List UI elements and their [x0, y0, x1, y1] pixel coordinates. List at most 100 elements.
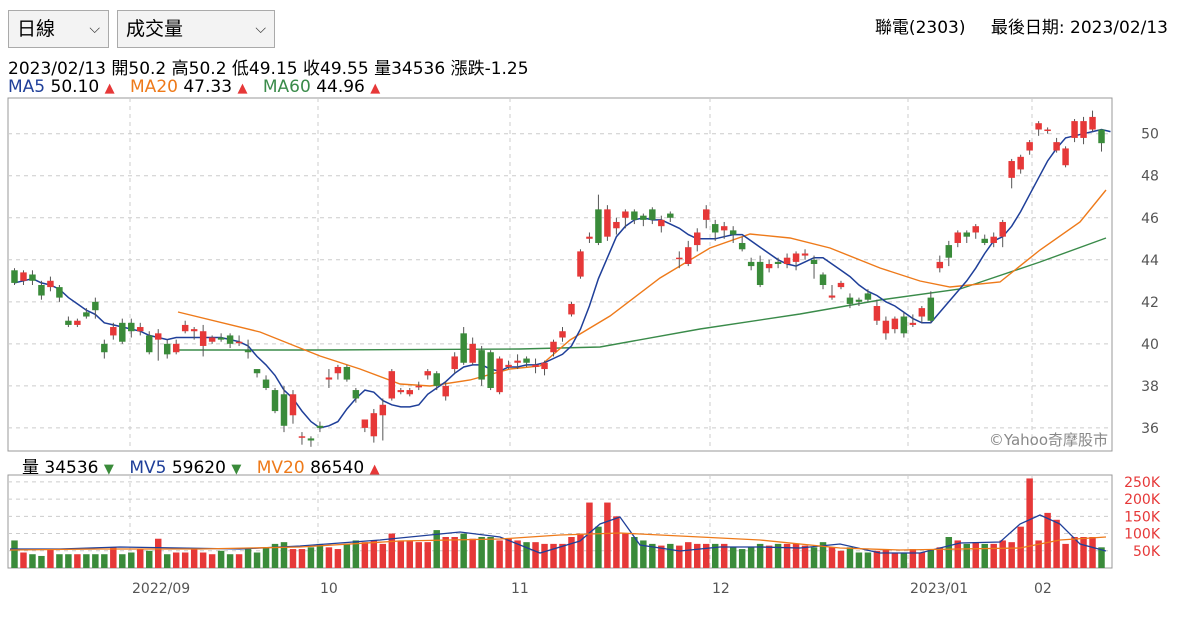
volume-bar [433, 530, 440, 568]
candle-body [1053, 142, 1060, 151]
volume-bar [128, 552, 135, 568]
candle-body [559, 331, 566, 338]
volume-tick-label: 50K [1133, 544, 1161, 560]
volume-bar [747, 547, 755, 568]
candle-body [442, 385, 449, 397]
volume-bar [110, 547, 117, 568]
mv20-value: 86540 [310, 458, 365, 478]
volume-bar [361, 542, 369, 568]
candle-body [532, 364, 539, 367]
candle-body [595, 209, 602, 243]
candle-body [613, 221, 620, 229]
candle-body [720, 226, 728, 231]
ma60-line [178, 237, 1107, 351]
price-axis-ticks: 36 38 40 42 44 46 48 50 [1141, 127, 1159, 437]
volume-bar [667, 543, 674, 568]
volume-bar [352, 540, 360, 568]
volume-bar [1035, 540, 1042, 568]
volume-bar [505, 538, 512, 568]
mv5-line [10, 514, 1107, 554]
candle-body [235, 341, 243, 344]
candle-body [253, 369, 261, 374]
volume-bar [487, 537, 494, 568]
candle-body [1017, 156, 1024, 170]
volume-bar [1053, 519, 1060, 568]
ma5-line [14, 128, 1111, 429]
volume-bar [927, 549, 935, 568]
volume-bar [945, 537, 953, 568]
candle-body [1071, 121, 1078, 138]
volume-bar [658, 545, 665, 568]
candle-body [604, 209, 611, 237]
candle-body [640, 215, 647, 220]
candle-body [208, 337, 216, 342]
candle-body [1035, 123, 1042, 130]
x-tick-label: 11 [511, 581, 529, 597]
candle-body [1062, 148, 1069, 166]
volume-bar [370, 540, 378, 568]
candle-body [1008, 161, 1015, 178]
volume-bar [676, 545, 683, 568]
x-tick-label: 12 [712, 581, 730, 597]
volume-bar [613, 516, 620, 568]
volume-bar [379, 543, 387, 568]
candle-body [65, 320, 72, 325]
ma60-value: 44.96 [316, 77, 365, 97]
volume-bar [720, 543, 728, 568]
volume-tick-label: 250K [1124, 475, 1161, 491]
volume-bar [918, 552, 926, 568]
candle-body [981, 238, 988, 243]
volume-bar [909, 549, 917, 568]
volume-bar [154, 538, 162, 568]
candle-body [226, 335, 234, 344]
down-arrow-icon: ▼ [103, 462, 114, 477]
candle-body [163, 343, 171, 355]
candle-body [747, 261, 755, 267]
candle-body [945, 245, 953, 258]
up-arrow-icon: ▲ [104, 81, 115, 96]
quote-close: 收49.55 [303, 59, 369, 79]
quote-date: 2023/02/13 [8, 59, 106, 79]
date-axis: 2022/09 10 11 12 2023/01 02 [129, 98, 1052, 597]
indicator-select[interactable]: 成交量 ⌵ [117, 10, 275, 48]
candle-body [181, 324, 189, 332]
volume-bar [38, 555, 45, 568]
volume-bar [298, 549, 306, 568]
volume-bar [47, 549, 54, 568]
candle-body [262, 379, 270, 388]
candle-body [397, 390, 405, 393]
candle-body [873, 306, 881, 321]
quote-change: 漲跌-1.25 [450, 59, 529, 79]
candle-body [855, 299, 863, 302]
price-tick-label: 38 [1141, 379, 1159, 395]
candle-body [379, 404, 387, 416]
volume-bar [622, 533, 629, 568]
volume-bar [343, 543, 351, 568]
period-select[interactable]: 日線 ⌵ [8, 10, 109, 48]
candle-body [1098, 129, 1105, 144]
candle-body [846, 297, 854, 304]
volume-bar [963, 543, 970, 568]
candle-body [460, 333, 467, 363]
candle-body [298, 436, 306, 438]
volume-bar [990, 543, 997, 568]
ma20-line [177, 189, 1107, 387]
volume-bar [532, 542, 539, 568]
candle-body [765, 263, 773, 269]
volume-tick-label: 150K [1124, 509, 1161, 525]
candle-body [667, 213, 674, 218]
volume-bar [1071, 537, 1078, 568]
volume-bar [20, 552, 27, 568]
quote-low: 低49.15 [231, 59, 298, 79]
candle-body [577, 251, 584, 277]
mv20-line [9, 532, 1107, 551]
candle-body [154, 333, 162, 340]
up-arrow-icon: ▲ [237, 81, 248, 96]
watermark: ©Yahoo奇摩股市 [989, 431, 1108, 449]
quote-high: 高50.2 [171, 59, 227, 79]
candle-body [729, 230, 737, 235]
candle-body [325, 377, 333, 380]
candle-body [694, 232, 701, 246]
volume-bar [325, 547, 333, 568]
